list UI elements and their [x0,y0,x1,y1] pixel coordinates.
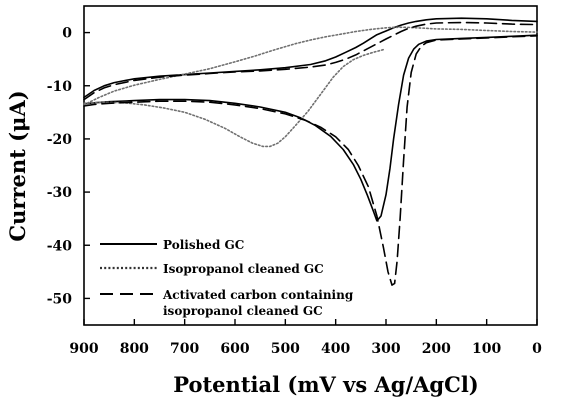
x-tick-label: 700 [170,341,199,357]
y-tick-label: -30 [47,185,73,201]
series-solid [83,17,538,222]
legend-label-activated-carbon-line1: Activated carbon containing [162,288,354,302]
plot-frame [83,5,538,326]
series-line-solid-lower [83,34,538,222]
x-tick-label: 500 [271,341,300,357]
y-tick-label: 0 [62,26,72,42]
legend-label-isopropanol: Isopropanol cleaned GC [163,262,324,276]
y-tick-label: -50 [47,291,73,307]
legend-label-polished: Polished GC [163,238,244,252]
x-tick-label: 200 [422,341,451,357]
series-line-dotted-lower [83,48,385,148]
series-layer [83,17,538,286]
x-tick-label: 100 [472,341,501,357]
series-line-dashed-lower [83,34,538,286]
x-tick-label: 300 [371,341,400,357]
x-tick-label: 600 [220,341,249,357]
ticks-layer: 900 800 700 600 500 400 300 200 100 0 0 -10 -20 -30 -4… [47,26,542,357]
y-tick-label: -20 [47,132,73,148]
x-tick-label: 0 [532,341,542,357]
y-tick-label: -40 [47,238,73,254]
legend-label-activated-carbon-line2: isopropanol cleaned GC [163,304,323,318]
x-tick-label: 900 [69,341,98,357]
y-tick-label: -10 [47,79,73,95]
y-axis-label: Current (μA) [5,90,30,241]
series-line-dotted-upper [83,26,538,106]
legend: Polished GC Isopropanol cleaned GC Activ… [100,238,354,318]
series-line-dashed-upper [83,21,538,101]
x-tick-label: 400 [321,341,350,357]
x-axis-label: Potential (mV vs Ag/AgCl) [173,372,478,397]
x-tick-label: 800 [120,341,149,357]
series-line-solid-upper [83,17,538,99]
series-dotted [83,26,538,148]
series-dashed [83,21,538,286]
